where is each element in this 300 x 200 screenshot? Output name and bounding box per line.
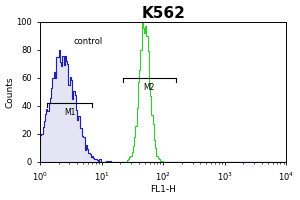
Text: M2: M2 [143, 83, 155, 92]
X-axis label: FL1-H: FL1-H [150, 185, 176, 194]
Text: control: control [74, 37, 103, 46]
Y-axis label: Counts: Counts [6, 76, 15, 108]
Text: M1: M1 [64, 108, 75, 117]
Title: K562: K562 [141, 6, 185, 21]
